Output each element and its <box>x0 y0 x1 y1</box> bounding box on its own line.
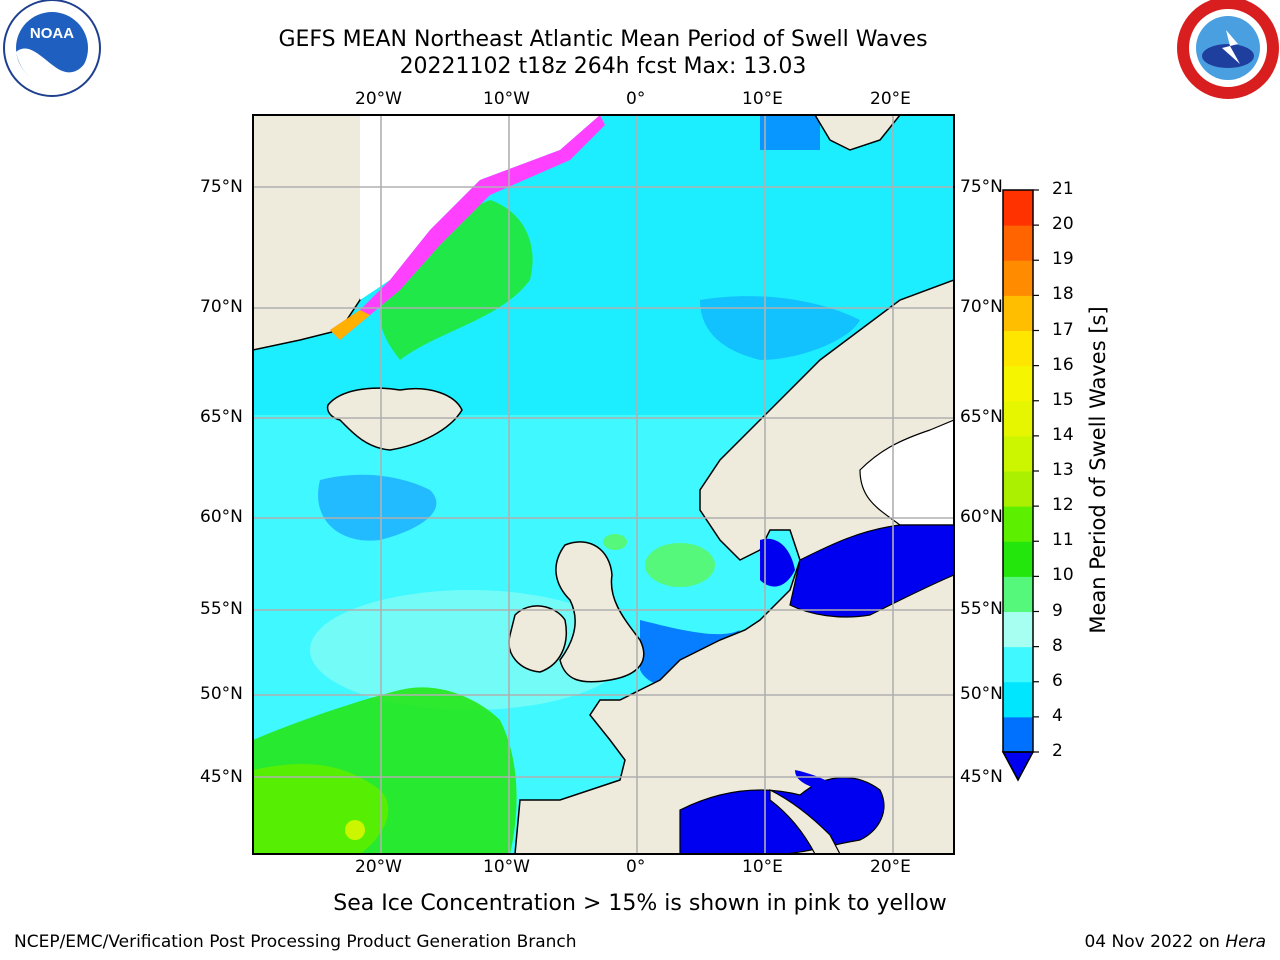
lat-label-right: 50°N <box>960 684 1003 704</box>
colorbar-segment <box>1003 330 1033 367</box>
lon-label-bottom: 10°W <box>483 857 530 877</box>
lat-label-left: 50°N <box>200 684 243 704</box>
lon-label-bottom: 10°E <box>742 857 783 877</box>
lat-label-left: 55°N <box>200 599 243 619</box>
colorbar-segment <box>1003 190 1033 226</box>
chart-title: GEFS MEAN Northeast Atlantic Mean Period… <box>278 27 928 52</box>
noaa-logo: NOAA <box>3 0 101 97</box>
footer-credit: NCEP/EMC/Verification Post Processing Pr… <box>14 932 577 952</box>
colorbar-segment <box>1003 541 1033 577</box>
colorbar-tick-label: 15 <box>1052 389 1074 410</box>
lat-label-right: 65°N <box>960 407 1003 427</box>
nws-logo <box>1177 0 1279 99</box>
sea-ice-footnote: Sea Ice Concentration > 15% is shown in … <box>333 891 947 916</box>
lon-label-bottom: 20°W <box>355 857 402 877</box>
map-border <box>252 114 955 855</box>
colorbar-tick-label: 21 <box>1052 179 1074 199</box>
graticule <box>253 115 954 854</box>
lat-label-right: 55°N <box>960 599 1003 619</box>
lat-label-left: 60°N <box>200 507 243 527</box>
footer-host: Hera <box>1225 932 1266 952</box>
lat-label-right: 70°N <box>960 297 1003 317</box>
lat-label-left: 45°N <box>200 767 243 787</box>
lon-label-top: 0° <box>626 89 646 109</box>
colorbar-tick-label: 19 <box>1052 249 1074 270</box>
lat-label-right: 75°N <box>960 177 1003 197</box>
great-britain <box>555 541 645 683</box>
colorbar-tick-label: 6 <box>1052 670 1063 691</box>
swell-zone-east-greenland <box>380 200 533 360</box>
colorbar-tick-label: 8 <box>1052 635 1063 656</box>
colorbar-tick-label: 9 <box>1052 600 1063 621</box>
lon-label-top: 20°E <box>870 89 911 109</box>
colorbar-under-arrow <box>1001 751 1035 782</box>
lat-label-left: 75°N <box>200 177 243 197</box>
colorbar-segment <box>1003 681 1033 718</box>
lat-label-right: 60°N <box>960 507 1003 527</box>
svalbard <box>814 115 901 151</box>
lat-label-right: 45°N <box>960 767 1003 787</box>
colorbar-tick-label: 14 <box>1052 424 1074 445</box>
colorbar-tick-label: 20 <box>1052 214 1074 235</box>
lat-label-left: 65°N <box>200 407 243 427</box>
colorbar-tick-label: 4 <box>1052 705 1063 726</box>
swell-zone-south-iceland <box>318 474 437 541</box>
colorbar-segment <box>1003 365 1033 402</box>
colorbar-segment <box>1003 400 1033 437</box>
colorbar-tick-label: 17 <box>1052 319 1074 340</box>
chart-subtitle: 20221102 t18z 264h fcst Max: 13.03 <box>399 54 807 79</box>
gulf-of-bothnia <box>859 419 954 526</box>
colorbar-segment <box>1003 260 1033 296</box>
footer-date: 04 Nov 2022 on Hera <box>1084 932 1266 952</box>
swell-zone-svalbard <box>760 115 820 150</box>
lon-label-bottom: 0° <box>626 857 646 877</box>
lat-label-left: 70°N <box>200 297 243 317</box>
baltic-sea <box>789 524 954 618</box>
colorbar-segment <box>1003 611 1033 648</box>
colorbar-tick-label: 16 <box>1052 354 1074 375</box>
noaa-logo-text: NOAA <box>30 25 74 42</box>
map-frame-content <box>253 115 954 854</box>
colorbar-tick-label: 2 <box>1052 741 1063 761</box>
sea-ice-white <box>360 115 600 300</box>
swell-max-spot <box>345 820 365 840</box>
sea-ice-edge-low <box>330 310 370 340</box>
colorbar-title: Mean Period of Swell Waves [s] <box>1086 306 1110 634</box>
colorbar-segment <box>1003 506 1033 542</box>
kattegat <box>760 538 795 587</box>
ireland <box>508 605 567 673</box>
italy <box>769 789 841 854</box>
colorbar-segment <box>1003 576 1033 612</box>
colorbar-segment <box>1003 471 1033 507</box>
swell-zone-channel <box>640 620 740 687</box>
lon-label-top: 20°W <box>355 89 402 109</box>
swell-zone-north-sea <box>645 543 715 587</box>
colorbar-segment <box>1003 716 1033 753</box>
iceland <box>326 387 463 451</box>
colorbar-tick-label: 12 <box>1052 495 1074 516</box>
colorbar-segment <box>1003 435 1033 472</box>
colorbar-segment <box>1003 646 1033 683</box>
lon-label-top: 10°E <box>742 89 783 109</box>
colorbar <box>1001 189 1039 782</box>
lon-label-bottom: 20°E <box>870 857 911 877</box>
colorbar-tick-label: 10 <box>1052 565 1074 586</box>
lon-label-top: 10°W <box>483 89 530 109</box>
colorbar-tick-label: 11 <box>1052 530 1074 551</box>
colorbar-segment <box>1003 225 1033 261</box>
colorbar-segment <box>1003 295 1033 331</box>
adriatic-sea <box>795 770 870 811</box>
swell-zone-norwegian-sea <box>700 296 860 360</box>
colorbar-tick-label: 18 <box>1052 284 1074 305</box>
sea-ice-edge <box>330 115 605 340</box>
footer-date-text: 04 Nov 2022 on <box>1084 932 1226 952</box>
swell-zone-north-sea-west <box>603 534 627 550</box>
colorbar-tick-label: 13 <box>1052 460 1074 480</box>
